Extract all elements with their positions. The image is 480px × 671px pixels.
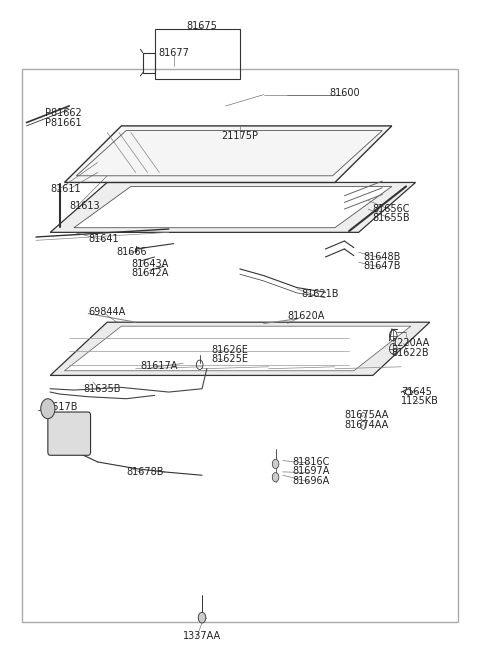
- Text: 1220AB: 1220AB: [50, 434, 88, 444]
- Text: 81655B: 81655B: [373, 213, 410, 223]
- Polygon shape: [50, 183, 416, 232]
- Text: 81647B: 81647B: [363, 261, 401, 271]
- Text: 81625E: 81625E: [212, 354, 249, 364]
- Text: 81642A: 81642A: [131, 268, 168, 278]
- Text: 1220AA: 1220AA: [392, 338, 430, 348]
- Text: 81697A: 81697A: [292, 466, 330, 476]
- FancyBboxPatch shape: [22, 69, 458, 621]
- Text: P81661: P81661: [46, 117, 82, 127]
- Text: 81641: 81641: [88, 234, 119, 244]
- Polygon shape: [50, 322, 430, 376]
- Text: 81635B: 81635B: [84, 384, 121, 394]
- Text: 81631: 81631: [50, 425, 81, 435]
- FancyBboxPatch shape: [48, 412, 91, 456]
- Text: 81643A: 81643A: [131, 258, 168, 268]
- Text: 71645: 71645: [401, 387, 432, 397]
- Text: 81677: 81677: [158, 48, 189, 58]
- Text: 81617B: 81617B: [41, 403, 78, 413]
- Circle shape: [272, 472, 279, 482]
- Text: 81656C: 81656C: [373, 204, 410, 214]
- Circle shape: [198, 613, 206, 623]
- Text: 81613: 81613: [69, 201, 100, 211]
- Text: 81696A: 81696A: [292, 476, 329, 486]
- Text: 81675: 81675: [187, 21, 217, 31]
- Text: P81662: P81662: [46, 107, 82, 117]
- Text: 81678B: 81678B: [126, 467, 164, 477]
- Text: 1337AA: 1337AA: [183, 631, 221, 641]
- Text: 81816C: 81816C: [292, 457, 330, 467]
- Text: 81666: 81666: [117, 248, 147, 257]
- Text: 81600: 81600: [329, 88, 360, 97]
- Circle shape: [272, 459, 279, 468]
- Circle shape: [41, 399, 55, 419]
- Text: 81674AA: 81674AA: [344, 419, 389, 429]
- Text: 81621B: 81621B: [301, 289, 339, 299]
- Text: 1125KB: 1125KB: [401, 397, 439, 407]
- Text: 81611: 81611: [50, 184, 81, 194]
- Polygon shape: [64, 326, 411, 371]
- Text: 69844A: 69844A: [88, 307, 125, 317]
- Polygon shape: [74, 187, 392, 227]
- Text: 81617A: 81617A: [140, 361, 178, 371]
- Text: 21175P: 21175P: [221, 131, 259, 141]
- Text: 81675AA: 81675AA: [344, 411, 389, 420]
- Text: 81626E: 81626E: [212, 345, 249, 355]
- Text: 81620A: 81620A: [288, 311, 325, 321]
- Polygon shape: [64, 126, 392, 183]
- Text: 81648B: 81648B: [363, 252, 401, 262]
- Text: 81622B: 81622B: [392, 348, 430, 358]
